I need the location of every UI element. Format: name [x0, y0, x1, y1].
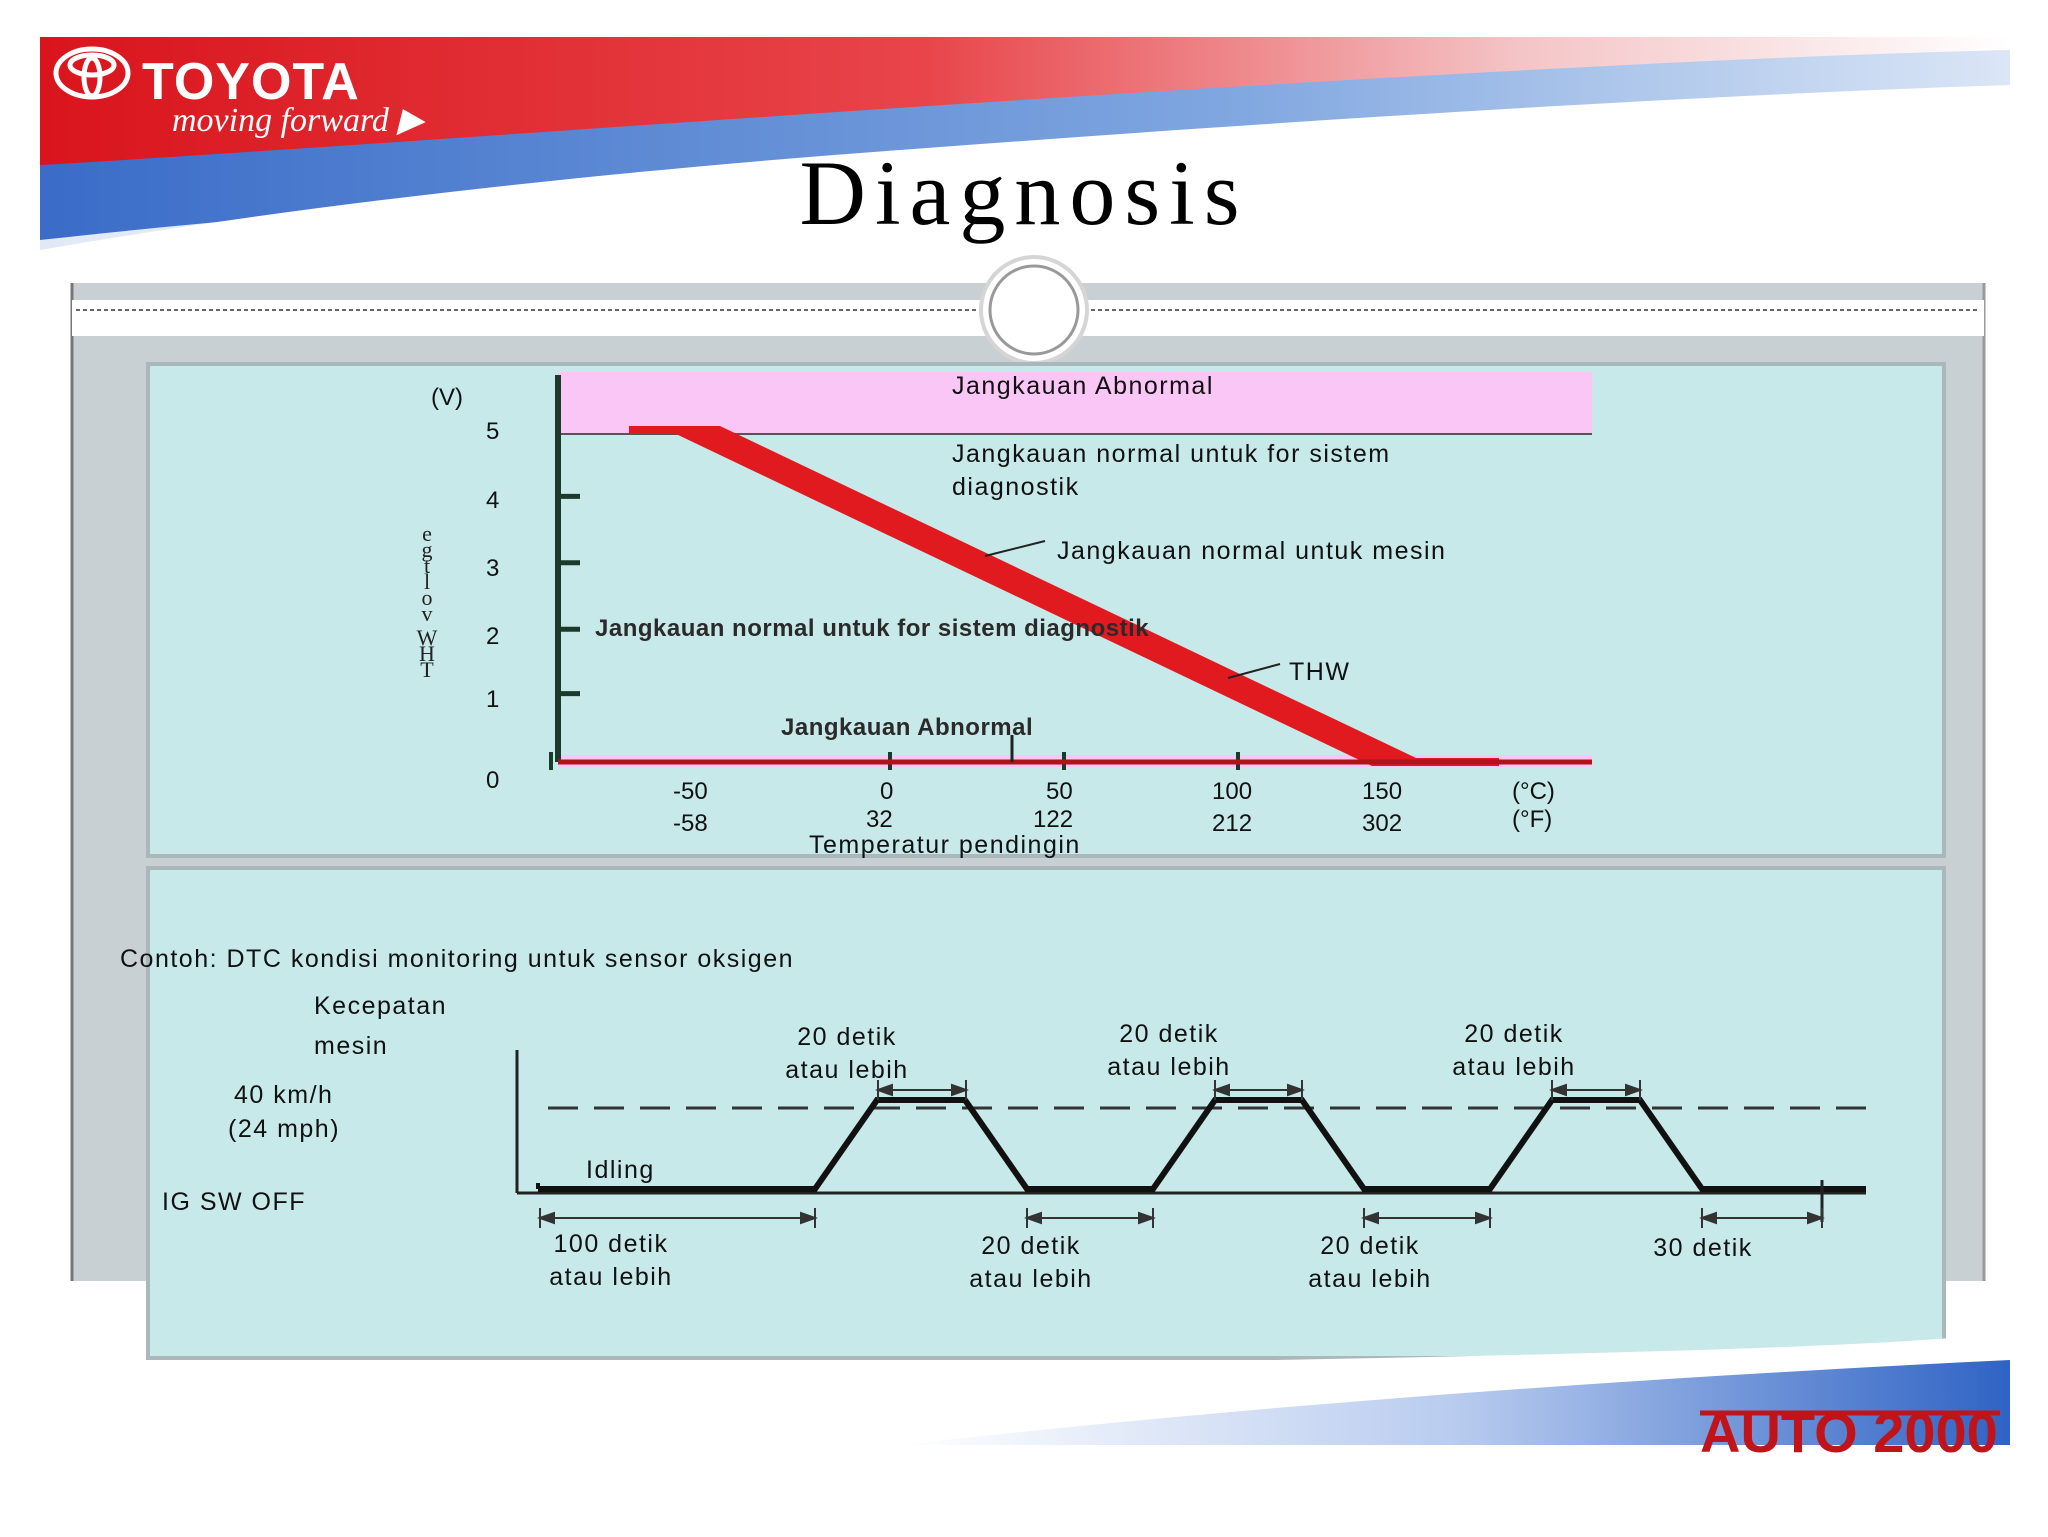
x-tick-c-150: 150 — [1362, 778, 1403, 805]
x-unit-c: (°C) — [1512, 778, 1555, 805]
annotation-normal-diag-1: Jangkauan normal untuk for sistem — [952, 440, 1391, 468]
brand-name: TOYOTA — [142, 53, 360, 111]
x-unit-f: (°F) — [1512, 806, 1553, 833]
duration-final: 30 detik — [1653, 1234, 1753, 1262]
duration-peak-3: 20 detik atau lebih — [1452, 1020, 1576, 1081]
duration-idle-1: 20 detik atau lebih — [969, 1232, 1093, 1293]
label-ig-sw-off: IG SW OFF — [162, 1188, 307, 1216]
auto2000-logo-icon: AUTO 2000 — [1700, 1401, 2000, 1464]
annotation-normal-engine: Jangkauan normal untuk mesin — [1057, 537, 1447, 565]
x-tick-c-100: 100 — [1212, 778, 1253, 805]
y-axis-label: e g t l o v W H T — [416, 521, 438, 682]
y-unit: (V) — [431, 384, 463, 411]
svg-text:AUTO 2000: AUTO 2000 — [1700, 1401, 1998, 1464]
y-tick-1: 1 — [486, 686, 500, 713]
duration-idle-2: 20 detik atau lebih — [1308, 1232, 1432, 1293]
header-blue-swoosh — [40, 50, 2010, 250]
x-tick-f-212: 212 — [1212, 810, 1253, 837]
label-mph: (24 mph) — [228, 1115, 341, 1143]
duration-peak-1: 20 detik atau lebih — [785, 1023, 909, 1084]
y-tick-2: 2 — [486, 623, 500, 650]
brand-tagline: moving forward ▶ — [172, 102, 424, 139]
x-tick-f-32: 32 — [866, 806, 893, 833]
x-tick-f-302: 302 — [1362, 810, 1403, 837]
y-tick-4: 4 — [486, 487, 500, 514]
annotation-thw: THW — [1289, 658, 1351, 686]
annotation-abnormal-bottom: Jangkauan Abnormal — [781, 714, 1034, 741]
x-tick-c-0: 0 — [880, 778, 894, 805]
toyota-emblem-icon — [53, 46, 131, 100]
duration-peak-2: 20 detik atau lebih — [1107, 1020, 1231, 1081]
annotation-abnormal-top: Jangkauan Abnormal — [952, 372, 1214, 400]
x-tick-f-minus58: -58 — [673, 810, 708, 837]
dtc-chart-title: Contoh: DTC kondisi monitoring untuk sen… — [120, 945, 795, 973]
y-tick-0: 0 — [486, 767, 500, 794]
page-title: Diagnosis — [799, 142, 1249, 244]
x-tick-f-122: 122 — [1033, 806, 1074, 833]
y-tick-5: 5 — [486, 418, 500, 445]
label-kmh: 40 km/h — [234, 1081, 334, 1109]
annotation-normal-diag-2: diagnostik — [952, 473, 1080, 501]
label-speed-2: mesin — [314, 1032, 389, 1060]
x-tick-c-50: 50 — [1046, 778, 1073, 805]
x-tick-c-minus50: -50 — [673, 778, 708, 805]
y-tick-3: 3 — [486, 555, 500, 582]
annotation-normal-diag-inner: Jangkauan normal untuk for sistem diagno… — [595, 615, 1150, 642]
x-axis-label: Temperatur pendingin — [809, 831, 1081, 859]
label-idling: Idling — [586, 1156, 655, 1184]
duration-100s: 100 detik atau lebih — [549, 1230, 673, 1291]
label-speed-1: Kecepatan — [314, 992, 448, 1020]
